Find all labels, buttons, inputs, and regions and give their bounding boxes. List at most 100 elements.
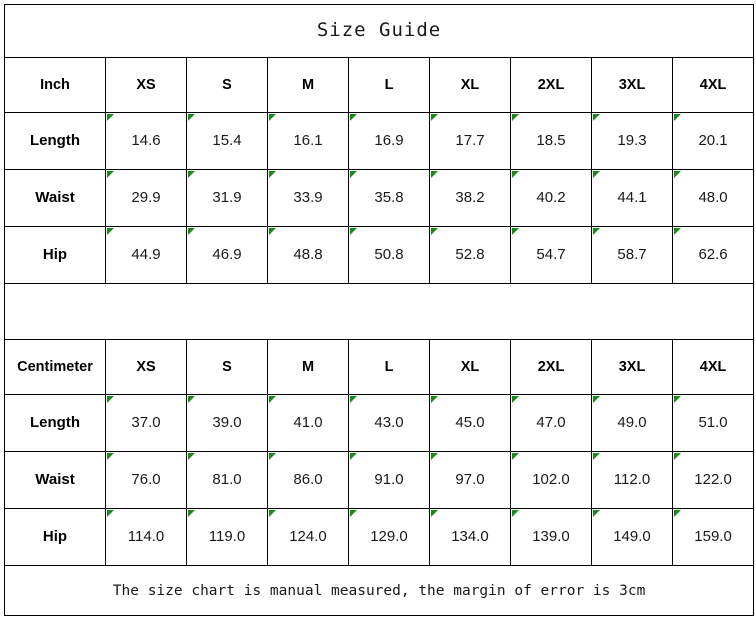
data-cell: 39.0 bbox=[186, 394, 268, 452]
inch-col-header-label: 4XL bbox=[699, 77, 727, 93]
data-cell: 54.7 bbox=[510, 226, 592, 284]
data-cell: 122.0 bbox=[671, 451, 755, 509]
cell-value: 18.5 bbox=[536, 132, 566, 149]
row-label-cell: Hip bbox=[4, 508, 106, 566]
data-cell: 112.0 bbox=[591, 451, 673, 509]
data-cell: 97.0 bbox=[429, 451, 511, 509]
inch-col-header-label: L bbox=[384, 77, 394, 93]
cell-value: 16.1 bbox=[293, 132, 323, 149]
inch-col-header-2xl: 2XL bbox=[510, 57, 592, 113]
row-label: Waist bbox=[35, 471, 75, 488]
data-cell: 52.8 bbox=[429, 226, 511, 284]
data-cell: 62.6 bbox=[671, 226, 755, 284]
centimeter-col-header-label: L bbox=[384, 359, 394, 375]
data-cell: 124.0 bbox=[267, 508, 349, 566]
cell-value: 47.0 bbox=[536, 414, 566, 431]
cell-value: 31.9 bbox=[212, 189, 242, 206]
data-cell: 29.9 bbox=[105, 169, 187, 227]
centimeter-col-header-l: L bbox=[348, 339, 430, 395]
cell-value: 91.0 bbox=[374, 471, 404, 488]
cell-value: 159.0 bbox=[694, 528, 732, 545]
table-row: Waist 29.9 31.9 33.9 35.8 38.2 4 bbox=[4, 169, 755, 227]
table-row: Hip 114.0 119.0 124.0 129.0 134.0 bbox=[4, 508, 755, 566]
centimeter-col-header-label: 2XL bbox=[537, 359, 565, 375]
data-cell: 44.1 bbox=[591, 169, 673, 227]
data-cell: 43.0 bbox=[348, 394, 430, 452]
cell-value: 39.0 bbox=[212, 414, 242, 431]
data-cell: 58.7 bbox=[591, 226, 673, 284]
row-label-cell: Hip bbox=[4, 226, 106, 284]
row-label: Hip bbox=[42, 246, 68, 263]
data-cell: 129.0 bbox=[348, 508, 430, 566]
cell-value: 19.3 bbox=[617, 132, 647, 149]
cell-value: 20.1 bbox=[698, 132, 728, 149]
centimeter-col-header-label: M bbox=[301, 359, 315, 375]
cell-value: 114.0 bbox=[127, 528, 165, 545]
cell-value: 29.9 bbox=[131, 189, 161, 206]
table-row: Hip 44.9 46.9 48.8 50.8 52.8 54. bbox=[4, 226, 755, 284]
data-cell: 76.0 bbox=[105, 451, 187, 509]
inch-col-header-label: 3XL bbox=[618, 77, 646, 93]
data-cell: 40.2 bbox=[510, 169, 592, 227]
centimeter-header-row: Centimeter XS S M L XL 2XL bbox=[4, 339, 755, 395]
data-cell: 38.2 bbox=[429, 169, 511, 227]
inch-unit-label: Inch bbox=[40, 77, 70, 93]
data-cell: 47.0 bbox=[510, 394, 592, 452]
centimeter-col-header-xl: XL bbox=[429, 339, 511, 395]
data-cell: 15.4 bbox=[186, 112, 268, 170]
data-cell: 134.0 bbox=[429, 508, 511, 566]
size-guide-table: Size Guide Inch XS S M L bbox=[3, 4, 755, 616]
cell-value: 86.0 bbox=[293, 471, 323, 488]
cell-value: 81.0 bbox=[212, 471, 242, 488]
inch-col-header-s: S bbox=[186, 57, 268, 113]
cell-value: 48.8 bbox=[293, 246, 323, 263]
cell-value: 15.4 bbox=[212, 132, 242, 149]
centimeter-unit-label-cell: Centimeter bbox=[4, 339, 106, 395]
inch-col-header-label: M bbox=[301, 77, 315, 93]
cell-value: 14.6 bbox=[131, 132, 161, 149]
data-cell: 45.0 bbox=[429, 394, 511, 452]
cell-value: 124.0 bbox=[289, 528, 327, 545]
data-cell: 33.9 bbox=[267, 169, 349, 227]
data-cell: 31.9 bbox=[186, 169, 268, 227]
row-label-cell: Length bbox=[4, 394, 106, 452]
cell-value: 41.0 bbox=[293, 414, 323, 431]
centimeter-col-header-label: 4XL bbox=[699, 359, 727, 375]
row-label: Waist bbox=[35, 189, 75, 206]
cell-value: 58.7 bbox=[617, 246, 647, 263]
inch-col-header-label: XL bbox=[460, 77, 480, 93]
inch-unit-label-cell: Inch bbox=[4, 57, 106, 113]
data-cell: 86.0 bbox=[267, 451, 349, 509]
cell-value: 102.0 bbox=[532, 471, 570, 488]
cell-value: 43.0 bbox=[374, 414, 404, 431]
cell-value: 40.2 bbox=[536, 189, 566, 206]
cell-value: 54.7 bbox=[536, 246, 566, 263]
cell-value: 52.8 bbox=[455, 246, 485, 263]
centimeter-col-header-xs: XS bbox=[105, 339, 187, 395]
cell-value: 33.9 bbox=[293, 189, 323, 206]
centimeter-unit-label: Centimeter bbox=[17, 359, 93, 375]
centimeter-col-header-label: S bbox=[222, 359, 232, 375]
spacer-row bbox=[3, 283, 755, 340]
data-cell: 19.3 bbox=[591, 112, 673, 170]
inch-col-header-label: XS bbox=[136, 77, 156, 93]
table-row: Length 14.6 15.4 16.1 16.9 17.7 bbox=[4, 112, 755, 170]
inch-col-header-m: M bbox=[267, 57, 349, 113]
centimeter-col-header-s: S bbox=[186, 339, 268, 395]
footer-note: The size chart is manual measured, the m… bbox=[112, 582, 646, 599]
row-label: Length bbox=[30, 414, 80, 431]
cell-value: 16.9 bbox=[374, 132, 404, 149]
data-cell: 48.8 bbox=[267, 226, 349, 284]
data-cell: 102.0 bbox=[510, 451, 592, 509]
page-title-cell: Size Guide bbox=[3, 4, 755, 58]
cell-value: 149.0 bbox=[613, 528, 651, 545]
cell-value: 35.8 bbox=[374, 189, 404, 206]
cell-value: 76.0 bbox=[131, 471, 161, 488]
row-label-cell: Length bbox=[4, 112, 106, 170]
data-cell: 51.0 bbox=[671, 394, 755, 452]
cell-value: 129.0 bbox=[370, 528, 408, 545]
cell-value: 62.6 bbox=[698, 246, 728, 263]
data-cell: 119.0 bbox=[186, 508, 268, 566]
data-cell: 46.9 bbox=[186, 226, 268, 284]
